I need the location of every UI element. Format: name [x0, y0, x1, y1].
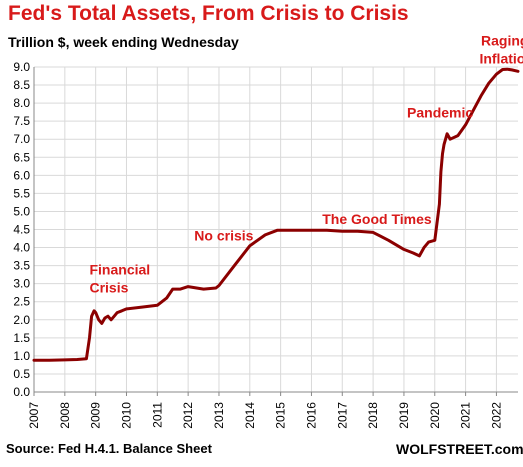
y-tick-label: 6.5 — [13, 150, 30, 164]
y-tick-label: 3.5 — [13, 259, 30, 273]
series-layer — [32, 67, 520, 362]
x-tick-label: 2020 — [428, 402, 442, 429]
y-tick-label: 0.5 — [13, 367, 30, 381]
x-tick-label: 2012 — [181, 402, 195, 429]
y-tick-label: 7.0 — [13, 132, 30, 146]
y-tick-label: 4.5 — [13, 223, 30, 237]
annotations: Financial Crisis No crisis The Good Times Pa… — [89, 32, 523, 295]
y-tick-label: 3.0 — [13, 277, 30, 291]
annotation-label: No crisis — [194, 227, 253, 243]
x-tick-label: 2017 — [335, 402, 349, 429]
chart-subtitle: Trillion $, week ending Wednesday — [8, 34, 239, 50]
series-line — [32, 67, 520, 362]
annotation-label: Financial — [89, 262, 150, 278]
x-tick-label: 2010 — [119, 402, 133, 429]
x-tick-label: 2009 — [89, 402, 103, 429]
y-tick-label: 8.0 — [13, 96, 30, 110]
y-tick-label: 5.5 — [13, 186, 30, 200]
y-tick-label: 5.0 — [13, 204, 30, 218]
y-tick-label: 0.0 — [13, 385, 30, 399]
annotation-label: The Good Times — [322, 211, 432, 227]
y-tick-label: 2.5 — [13, 295, 30, 309]
y-tick-label: 1.0 — [13, 349, 30, 363]
y-tick-label: 7.5 — [13, 114, 30, 128]
x-tick-label: 2008 — [58, 402, 72, 429]
x-tick-label: 2018 — [366, 402, 380, 429]
annotation-label: Inflation — [479, 50, 523, 66]
x-tick-label: 2011 — [150, 402, 164, 428]
axes: 0.0 0.5 1.0 1.5 2.0 2.5 3.0 3.5 4.0 4.5 5.0 5.5 6.0 6… — [13, 60, 518, 429]
annotation-label: Raging — [481, 32, 523, 48]
x-tick-label: 2014 — [243, 402, 257, 429]
y-tick-label: 1.5 — [13, 331, 30, 345]
x-tick-label: 2013 — [212, 402, 226, 429]
x-tick-label: 2007 — [27, 402, 41, 429]
x-tick-label: 2019 — [397, 402, 411, 429]
source-note: Source: Fed H.4.1. Balance Sheet — [6, 441, 212, 456]
x-tick-label: 2021 — [459, 402, 473, 429]
y-tick-label: 6.0 — [13, 168, 30, 182]
annotation-label: Crisis — [89, 280, 128, 296]
x-tick-label: 2016 — [304, 402, 318, 429]
y-tick-label: 4.0 — [13, 241, 30, 255]
y-tick-label: 2.0 — [13, 313, 30, 327]
y-tick-label: 9.0 — [13, 60, 30, 74]
x-tick-label: 2015 — [274, 402, 288, 429]
annotation-label: Pandemic — [407, 105, 473, 121]
brand-label: WOLFSTREET.com — [396, 441, 523, 457]
y-tick-label: 8.5 — [13, 78, 30, 92]
chart-title: Fed's Total Assets, From Crisis to Crisi… — [8, 2, 409, 25]
x-tick-label: 2022 — [489, 402, 503, 429]
